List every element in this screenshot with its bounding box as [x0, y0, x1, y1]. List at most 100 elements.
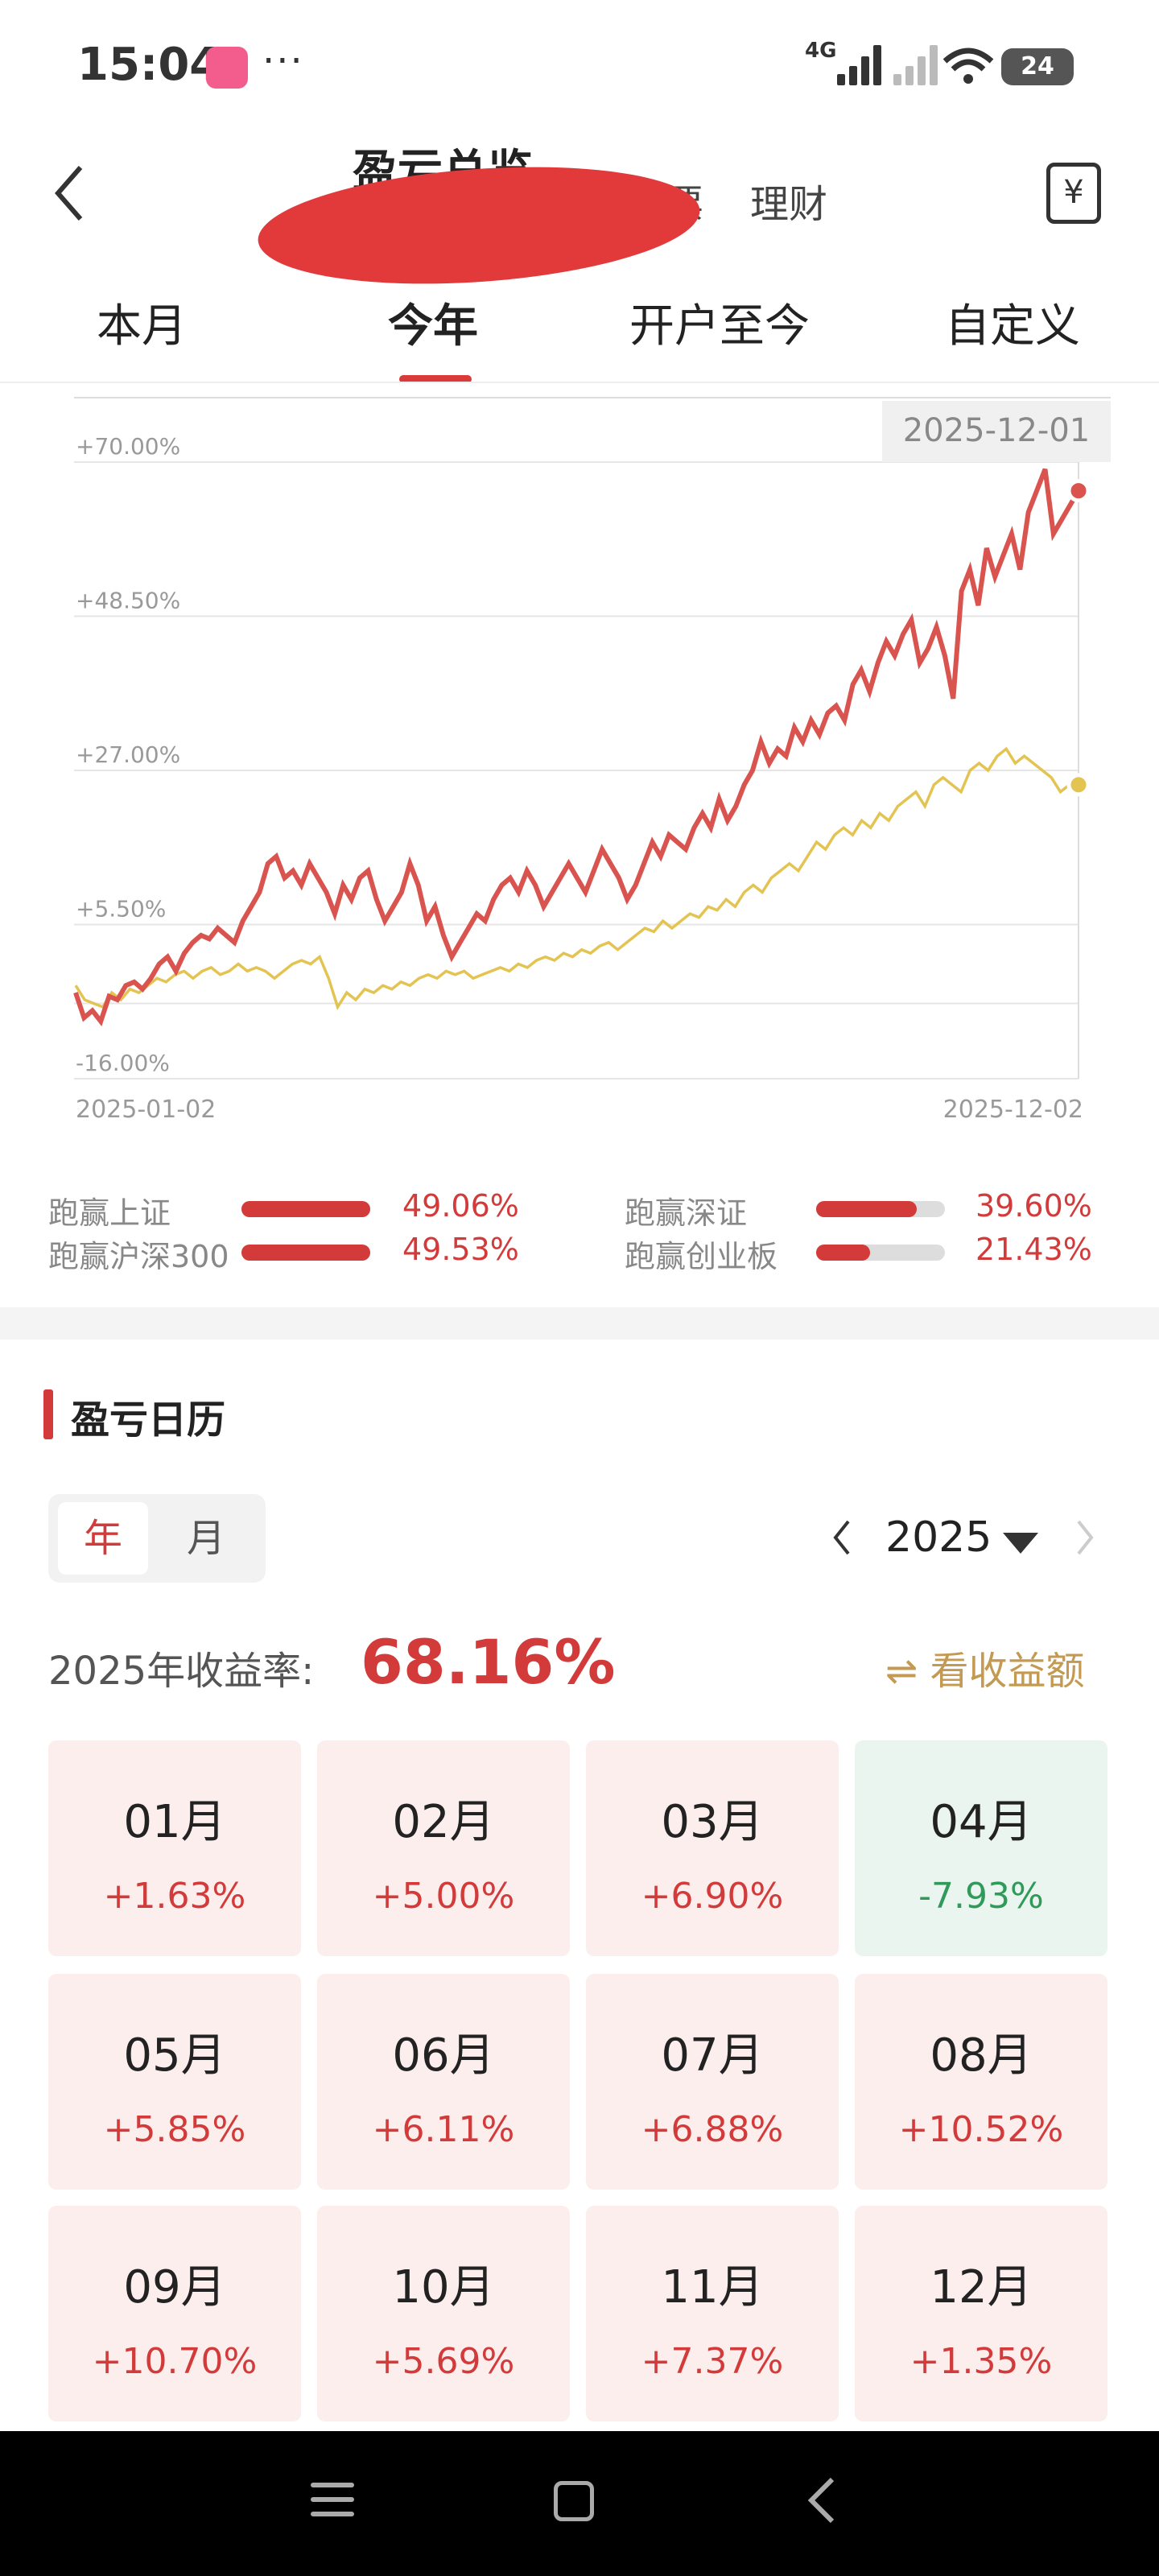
comparison-value-shanghai: 49.06% [402, 1188, 519, 1224]
benchmark-series-line [74, 746, 1079, 1011]
month-card[interactable]: 04月 -7.93% [855, 1740, 1107, 1956]
comparison-bar-shenzhen [816, 1201, 945, 1217]
tab-this-year[interactable]: 今年 [388, 300, 478, 353]
month-name: 08月 [930, 2029, 1033, 2082]
year-selector[interactable]: 2025 [885, 1513, 992, 1562]
comparison-bar-chinext [816, 1245, 945, 1261]
month-return: +7.37% [641, 2341, 784, 2382]
status-bar: 15:04 ··· 4G 24 [0, 0, 1159, 129]
next-year-button[interactable] [1074, 1513, 1098, 1573]
month-card[interactable]: 07月 +6.88% [586, 1974, 839, 2190]
year-return-value: 68.16% [361, 1626, 616, 1698]
month-name: 02月 [392, 1796, 495, 1848]
caret-down-icon[interactable] [1003, 1533, 1038, 1554]
month-card[interactable]: 06月 +6.11% [317, 1974, 570, 2190]
highlight-date-box [882, 401, 1111, 462]
bilibili-app-icon [206, 47, 248, 89]
calendar-title: 盈亏日历 [71, 1397, 226, 1443]
active-tab-indicator [399, 375, 472, 383]
month-card[interactable]: 10月 +5.69% [317, 2206, 570, 2421]
month-name: 01月 [123, 1796, 226, 1848]
y-tick-label: +27.00% [76, 741, 180, 768]
section-separator [0, 1307, 1159, 1340]
month-return: +5.85% [103, 2109, 246, 2150]
month-name: 10月 [392, 2261, 495, 2314]
status-time: 15:04 [77, 39, 221, 91]
month-return: +6.88% [641, 2109, 784, 2150]
month-card[interactable]: 03月 +6.90% [586, 1740, 839, 1956]
comparison-label-chinext: 跑赢创业板 [625, 1239, 778, 1274]
chevron-right-icon [1077, 1520, 1094, 1555]
battery-icon: 24 [1001, 48, 1074, 85]
signal-no-service-icon [893, 45, 942, 85]
tab-since-opening[interactable]: 开户至今 [629, 300, 810, 353]
back-button[interactable] [50, 161, 98, 225]
y-tick-label: +48.50% [76, 588, 180, 614]
y-tick-label: +70.00% [76, 433, 180, 460]
comparison-label-shanghai: 跑赢上证 [48, 1195, 171, 1231]
month-card[interactable]: 02月 +5.00% [317, 1740, 570, 1956]
month-return: +5.69% [372, 2341, 515, 2382]
more-notifications-icon: ··· [262, 39, 304, 84]
portfolio-series-line [73, 468, 1081, 1026]
month-name: 07月 [661, 2029, 764, 2082]
comparison-value-hs300: 49.53% [402, 1232, 519, 1267]
portfolio-end-point [1066, 479, 1091, 503]
segment-year[interactable]: 年 [58, 1502, 148, 1575]
tab-this-month[interactable]: 本月 [97, 300, 187, 353]
month-name: 12月 [930, 2261, 1033, 2314]
wifi-icon [942, 47, 994, 84]
month-return: +1.35% [909, 2341, 1053, 2382]
return-chart[interactable]: +70.00% +48.50% +27.00% +5.50% -16.00% 2025-… [0, 386, 1159, 1143]
month-name: 09月 [123, 2261, 226, 2314]
x-tick-end: 2025-12-02 [943, 1096, 1083, 1124]
chevron-left-icon [833, 1520, 850, 1555]
tab-custom[interactable]: 自定义 [945, 300, 1080, 353]
month-name: 06月 [392, 2029, 495, 2082]
yen-bill-icon[interactable]: ¥ [1046, 163, 1101, 224]
redaction-mark [254, 153, 704, 298]
month-return: -7.93% [918, 1876, 1044, 1917]
x-tick-start: 2025-01-02 [76, 1096, 216, 1124]
benchmark-end-point [1066, 773, 1091, 797]
month-card[interactable]: 05月 +5.85% [48, 1974, 301, 2190]
chevron-left-icon [55, 166, 83, 221]
month-name: 11月 [661, 2261, 764, 2314]
month-card[interactable]: 12月 +1.35% [855, 2206, 1107, 2421]
month-card[interactable]: 11月 +7.37% [586, 2206, 839, 2421]
tab-finance[interactable]: 理财 [750, 182, 828, 227]
month-name: 04月 [930, 1796, 1033, 1848]
menu-icon[interactable] [311, 2479, 354, 2520]
home-button-icon[interactable] [554, 2481, 594, 2521]
back-nav-icon[interactable] [802, 2468, 842, 2546]
month-return: +5.00% [372, 1876, 515, 1917]
comparison-value-shenzhen: 39.60% [975, 1188, 1092, 1224]
signal-icon [837, 45, 885, 85]
month-name: 05月 [123, 2029, 226, 2082]
month-card[interactable]: 09月 +10.70% [48, 2206, 301, 2421]
highlight-date: 2025-12-01 [903, 412, 1090, 449]
y-tick-label: +5.50% [76, 896, 166, 923]
toggle-amount-button[interactable]: ⇌ 看收益额 [885, 1649, 1085, 1694]
month-name: 03月 [661, 1796, 764, 1848]
month-return: +1.63% [103, 1876, 246, 1917]
system-nav-bar [0, 2431, 1159, 2576]
prev-year-button[interactable] [829, 1513, 853, 1573]
comparison-bar-shanghai [241, 1201, 370, 1217]
divider [0, 382, 1159, 383]
network-type: 4G [805, 39, 837, 63]
comparison-value-chinext: 21.43% [975, 1232, 1092, 1267]
month-card[interactable]: 01月 +1.63% [48, 1740, 301, 1956]
month-return: +10.52% [898, 2109, 1064, 2150]
year-return-label: 2025年收益率: [48, 1649, 315, 1694]
y-tick-label: -16.00% [76, 1050, 170, 1076]
comparison-label-hs300: 跑赢沪深300 [48, 1239, 229, 1274]
section-accent-bar [43, 1389, 53, 1439]
segment-month[interactable]: 月 [186, 1516, 225, 1561]
comparison-label-shenzhen: 跑赢深证 [625, 1195, 748, 1231]
month-return: +6.11% [372, 2109, 515, 2150]
comparison-bar-hs300 [241, 1245, 370, 1261]
month-return: +10.70% [92, 2341, 258, 2382]
month-return: +6.90% [641, 1876, 784, 1917]
month-card[interactable]: 08月 +10.52% [855, 1974, 1107, 2190]
